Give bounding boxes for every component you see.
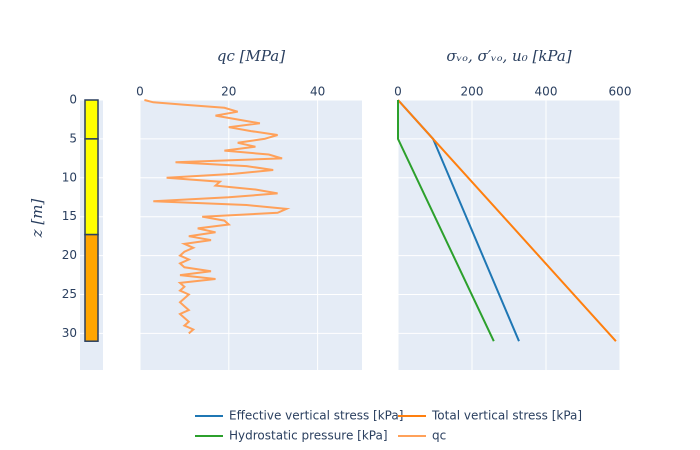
- panel-title: σᵥₒ, σ′ᵥₒ, u₀ [kPa]: [446, 47, 571, 65]
- y-tick-label: 15: [62, 209, 77, 223]
- data-line: [144, 99, 291, 335]
- data-line: [397, 99, 617, 342]
- soil-layer: [84, 99, 99, 140]
- x-tick-label: 200: [461, 85, 484, 99]
- legend-label: qc: [432, 429, 446, 443]
- panel-title: qc [MPa]: [217, 47, 285, 65]
- data-line: [397, 100, 495, 342]
- x-tick-label: 600: [609, 85, 632, 99]
- soil-layer: [84, 233, 99, 342]
- y-tick-label: 5: [69, 131, 77, 145]
- soil-layer: [84, 138, 99, 236]
- plot-background: [398, 100, 620, 370]
- y-tick-label: 20: [62, 248, 77, 262]
- x-tick-label: 0: [136, 85, 144, 99]
- y-tick-label: 25: [62, 287, 77, 301]
- x-tick-label: 40: [310, 85, 325, 99]
- y-tick-label: 0: [69, 93, 77, 107]
- x-tick-label: 20: [221, 85, 236, 99]
- legend-label: Effective vertical stress [kPa]: [229, 409, 403, 423]
- legend-label: Hydrostatic pressure [kPa]: [229, 429, 388, 443]
- legend-label: Total vertical stress [kPa]: [431, 409, 582, 423]
- y-axis-label: z [m]: [28, 199, 46, 239]
- y-tick-label: 30: [62, 326, 77, 340]
- y-tick-label: 10: [62, 170, 77, 184]
- x-tick-label: 0: [394, 85, 402, 99]
- x-tick-label: 400: [535, 85, 558, 99]
